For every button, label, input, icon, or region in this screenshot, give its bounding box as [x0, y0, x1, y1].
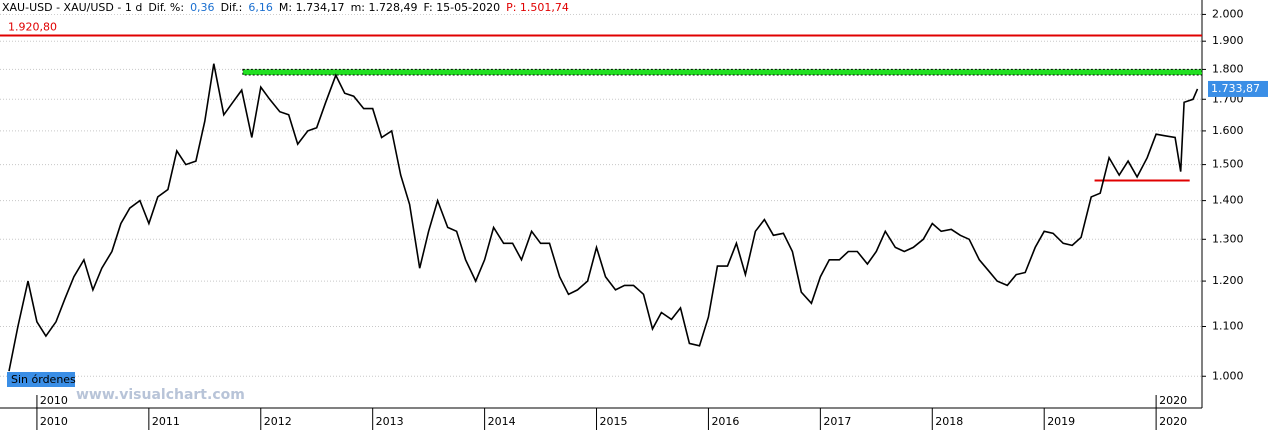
y-tick-label: 1.900: [1212, 34, 1244, 47]
y-tick-label: 1.400: [1212, 194, 1244, 207]
header-field: M: 1.734,17: [278, 1, 345, 14]
header-field: 0,36: [190, 1, 215, 14]
status-box: [7, 372, 75, 387]
x-tick-label: 2012: [264, 415, 292, 428]
header-field: XAU-USD - XAU/USD - 1 d: [2, 1, 143, 14]
x-tick-label: 2013: [376, 415, 404, 428]
status-label: Sin órdenes: [11, 373, 76, 386]
y-tick-label: 1.800: [1212, 62, 1244, 75]
header-field: 6,16: [248, 1, 273, 14]
y-tick-label: 1.500: [1212, 158, 1244, 171]
last-price-label: 1.733,87: [1211, 82, 1260, 95]
y-tick-label: 2.000: [1212, 7, 1244, 20]
y-tick-label: 1.000: [1212, 369, 1244, 382]
header-field: Dif. %:: [148, 1, 185, 14]
x-tick-label: 2017: [823, 415, 851, 428]
header-field: F: 15-05-2020: [423, 1, 501, 14]
plot-area: [0, 0, 1202, 408]
watermark: www.visualchart.com: [76, 387, 245, 403]
last-price-box: [1208, 80, 1268, 97]
resistance-zone: [242, 68, 1203, 76]
x-tick-label: 2018: [935, 415, 963, 428]
y-tick-label: 1.600: [1212, 124, 1244, 137]
x-tick-label: 2019: [1047, 415, 1075, 428]
header-field: Dif.:: [220, 1, 243, 14]
x-tick-label: 2015: [600, 415, 628, 428]
y-tick-label: 1.200: [1212, 274, 1244, 287]
level-label: 1.920,80: [8, 21, 57, 34]
x-tick-label: 2010: [40, 415, 68, 428]
y-tick-label: 1.100: [1212, 320, 1244, 333]
price-line: [8, 63, 1199, 372]
header-field: m: 1.728,49: [350, 1, 418, 14]
header-field: P: 1.501,74: [506, 1, 569, 14]
x-tick-label: 2020: [1159, 415, 1187, 428]
x-tick-label: 2016: [711, 415, 739, 428]
y-tick-label: 1.300: [1212, 232, 1244, 245]
period-label: 2020: [1159, 394, 1187, 407]
period-label: 2010: [40, 394, 68, 407]
header: XAU-USD - XAU/USD - 1 d Dif. %: 0,36 Dif.: 6…: [2, 1, 578, 14]
x-tick-label: 2014: [488, 415, 516, 428]
x-tick-label: 2011: [152, 415, 180, 428]
